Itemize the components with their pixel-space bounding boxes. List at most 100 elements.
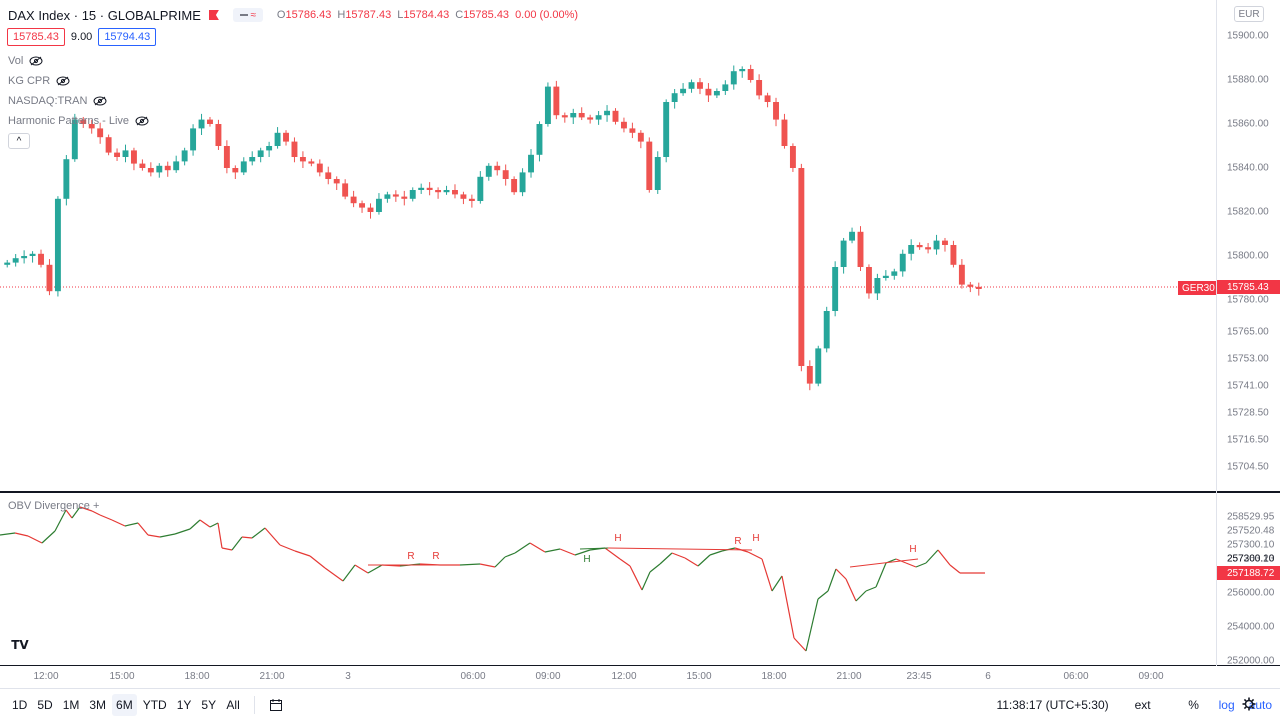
candle-body xyxy=(654,157,661,190)
settings-gear-icon[interactable] xyxy=(1242,697,1256,711)
obv-line-segment xyxy=(659,552,673,565)
market-status-badge[interactable]: ≈ xyxy=(232,8,263,22)
candle-body xyxy=(612,110,619,122)
eye-crossed-icon[interactable] xyxy=(56,76,70,86)
flag-icon[interactable] xyxy=(208,10,219,20)
divergence-marker: H xyxy=(614,533,621,544)
range-button-6m[interactable]: 6M xyxy=(112,694,137,716)
candle-body xyxy=(29,253,36,256)
candle-body xyxy=(350,196,357,204)
range-button-ytd[interactable]: YTD xyxy=(142,698,167,712)
obv-line-segment xyxy=(99,514,113,521)
indicator-kg-cpr[interactable]: KG CPR xyxy=(8,73,70,89)
range-button-1y[interactable]: 1Y xyxy=(176,698,192,712)
obv-line-segment xyxy=(649,563,661,573)
obv-line-segment xyxy=(279,544,296,552)
range-button-all[interactable]: All xyxy=(226,698,240,712)
clock[interactable]: 11:38:17 (UTC+5:30) xyxy=(996,698,1109,712)
obv-line-segment xyxy=(209,522,219,528)
indicator-label: Harmonic Patterns - Live xyxy=(8,115,130,127)
log-scale-toggle[interactable]: log xyxy=(1218,698,1235,712)
obv-line-segment xyxy=(875,562,887,588)
candle-body xyxy=(130,150,137,164)
range-button-5y[interactable]: 5Y xyxy=(201,698,217,712)
candle-body xyxy=(4,262,11,265)
buy-price-button[interactable]: 15794.43 xyxy=(98,28,157,46)
candle-body xyxy=(697,82,703,89)
main-chart-pane[interactable]: DAX Index · 15 · GLOBALPRIME ≈ O15786.43… xyxy=(0,0,1216,491)
indicator-vol[interactable]: Vol xyxy=(8,53,43,69)
candle-body xyxy=(806,366,813,384)
extended-hours-toggle[interactable]: ext xyxy=(1134,698,1151,712)
percent-scale-toggle[interactable]: % xyxy=(1188,698,1199,712)
candle-body xyxy=(764,95,771,102)
goto-date-icon[interactable] xyxy=(265,694,287,716)
obv-line-segment xyxy=(915,562,927,568)
currency-selector[interactable]: EUR xyxy=(1234,6,1264,22)
ohlc-high: H15787.43 xyxy=(337,9,392,21)
candle-body xyxy=(519,172,526,193)
candle-body xyxy=(240,161,247,173)
range-button-1d[interactable]: 1D xyxy=(12,698,28,712)
candle-body xyxy=(105,137,112,153)
bid-ask-tags: 15785.43 9.00 15794.43 xyxy=(7,28,157,46)
eye-crossed-icon[interactable] xyxy=(93,96,107,106)
toolbar-right: 11:38:17 (UTC+5:30) ext % log auto xyxy=(996,689,1272,720)
candle-body xyxy=(713,91,720,96)
price-axis[interactable]: EUR 15900.00 15880.00 15860.00 15840.00 1582… xyxy=(1216,0,1280,667)
obv-line-segment xyxy=(709,550,723,556)
candle-body xyxy=(857,231,864,267)
candle-body xyxy=(891,271,898,276)
auto-scale-toggle[interactable]: auto xyxy=(1248,698,1272,712)
candle-body xyxy=(823,311,830,349)
range-button-3m[interactable]: 3M xyxy=(89,698,107,712)
candlestick-chart[interactable] xyxy=(0,0,1216,491)
obv-title[interactable]: OBV Divergence + xyxy=(8,500,100,512)
candle-body xyxy=(967,284,974,287)
time-axis-label: 6 xyxy=(985,671,991,682)
candle-body xyxy=(781,119,788,146)
candle-body xyxy=(637,132,644,142)
range-button-1m[interactable]: 1M xyxy=(62,698,80,712)
candle-body xyxy=(316,163,323,173)
candle-body xyxy=(832,267,839,311)
candle-body xyxy=(460,194,467,199)
range-button-5d[interactable]: 5D xyxy=(37,698,53,712)
symbol-price-label: GER30 xyxy=(1178,281,1216,295)
indicator-nasdaq-tran[interactable]: NASDAQ:TRAN xyxy=(8,93,107,109)
candle-body xyxy=(494,165,501,171)
obv-line-segment xyxy=(937,549,951,566)
obv-line-segment xyxy=(817,590,829,600)
obv-axis-label: 254000.00 xyxy=(1227,621,1275,633)
candle-body xyxy=(578,113,585,118)
candle-body xyxy=(544,86,551,124)
eye-crossed-icon[interactable] xyxy=(29,56,43,66)
obv-line-segment xyxy=(231,536,243,551)
obv-line-segment xyxy=(641,571,651,591)
candle-body xyxy=(359,203,366,208)
candle-body xyxy=(164,165,171,171)
candle-body xyxy=(511,179,518,193)
ohlc-change: 0.00 (0.00%) xyxy=(515,9,579,21)
divergence-line xyxy=(849,558,919,568)
symbol-title[interactable]: DAX Index · 15 · GLOBALPRIME xyxy=(8,7,201,23)
tradingview-logo[interactable]: TV xyxy=(6,634,34,656)
pane-separator[interactable] xyxy=(0,491,1280,493)
candle-body xyxy=(443,190,450,193)
collapse-legend-button[interactable]: ^ xyxy=(8,133,30,149)
obv-line-segment xyxy=(671,552,686,559)
time-axis[interactable]: 12:00 15:00 18:00 21:00 3 06:00 09:00 12:00 15:0… xyxy=(0,666,1216,688)
range-selector: 1D 5D 1M 3M 6M YTD 1Y 5Y All xyxy=(8,689,287,720)
candle-body xyxy=(739,69,746,72)
time-axis-label: 21:00 xyxy=(259,671,285,682)
candle-body xyxy=(156,165,163,173)
sell-price-button[interactable]: 15785.43 xyxy=(7,28,65,46)
obv-line-segment xyxy=(905,562,917,568)
eye-crossed-icon[interactable] xyxy=(135,116,149,126)
indicator-harmonic-patterns[interactable]: Harmonic Patterns - Live xyxy=(8,113,149,129)
candle-body xyxy=(975,286,982,289)
candle-body xyxy=(342,183,349,197)
time-axis-label: 06:00 xyxy=(460,671,486,682)
